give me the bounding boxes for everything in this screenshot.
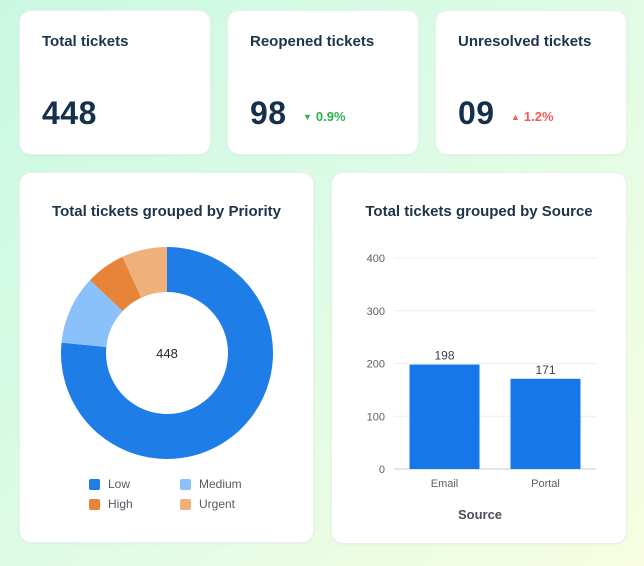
legend-swatch: [89, 498, 100, 510]
arrow-down-icon: ▼: [303, 112, 312, 122]
bar-data-label: 171: [535, 363, 555, 377]
kpi-card-reopened-tickets[interactable]: Reopened tickets 98 ▼ 0.9%: [227, 10, 419, 155]
kpi-delta-value: 1.2%: [523, 109, 554, 124]
chart-title: Total tickets grouped by Source: [365, 203, 593, 220]
legend-item-urgent[interactable]: Urgent: [180, 497, 270, 511]
donut-slice-low[interactable]: [60, 247, 274, 460]
bar-portal[interactable]: [510, 378, 581, 469]
priority-donut-chart: 448: [60, 247, 274, 460]
x-tick-label: Email: [431, 478, 459, 490]
legend-swatch: [180, 478, 191, 490]
kpi-value: 448: [42, 95, 97, 131]
legend-item-high[interactable]: High: [89, 497, 180, 511]
donut-slice-urgent[interactable]: [122, 247, 167, 298]
x-axis-title: Source: [458, 507, 502, 522]
kpi-card-total-tickets[interactable]: Total tickets 448: [19, 10, 211, 155]
y-tick-label: 400: [367, 253, 385, 265]
bar-email[interactable]: [409, 364, 480, 469]
arrow-up-icon: ▲: [511, 112, 520, 122]
kpi-delta-value: 0.9%: [315, 109, 346, 124]
priority-legend: Low Medium High Urgent: [89, 477, 270, 511]
kpi-title: Total tickets: [42, 33, 129, 50]
y-tick-label: 0: [379, 464, 385, 476]
kpi-value: 09: [458, 95, 495, 131]
kpi-delta: ▲ 1.2%: [511, 109, 554, 124]
bar-data-label: 198: [434, 349, 454, 363]
legend-label: Urgent: [199, 497, 236, 511]
y-tick-label: 100: [367, 411, 385, 423]
donut-slice-medium[interactable]: [61, 280, 123, 348]
legend-swatch: [89, 478, 100, 490]
legend-label: Medium: [199, 477, 242, 491]
source-bar-chart: 0 100 200 300 400 198 Email 171 Portal Source: [367, 253, 596, 522]
kpi-delta: ▼ 0.9%: [303, 109, 346, 124]
kpi-value: 98: [250, 95, 287, 131]
y-tick-label: 300: [367, 306, 385, 318]
legend-swatch: [180, 498, 191, 510]
donut-center-label: 448: [156, 346, 178, 361]
source-chart-card: Total tickets grouped by Source 0 100 200 3…: [331, 172, 627, 544]
legend-label: High: [108, 497, 133, 511]
kpi-title: Reopened tickets: [250, 33, 375, 50]
x-tick-label: Portal: [531, 478, 560, 490]
priority-chart-card: Total tickets grouped by Priority 448 Lo…: [19, 172, 314, 543]
kpi-title: Unresolved tickets: [458, 33, 592, 50]
legend-item-low[interactable]: Low: [89, 477, 180, 491]
kpi-card-unresolved-tickets[interactable]: Unresolved tickets 09 ▲ 1.2%: [435, 10, 627, 155]
legend-item-medium[interactable]: Medium: [180, 477, 270, 491]
y-tick-label: 200: [367, 359, 385, 371]
chart-title: Total tickets grouped by Priority: [52, 203, 281, 220]
legend-label: Low: [108, 477, 131, 491]
donut-slice-high[interactable]: [89, 256, 142, 312]
